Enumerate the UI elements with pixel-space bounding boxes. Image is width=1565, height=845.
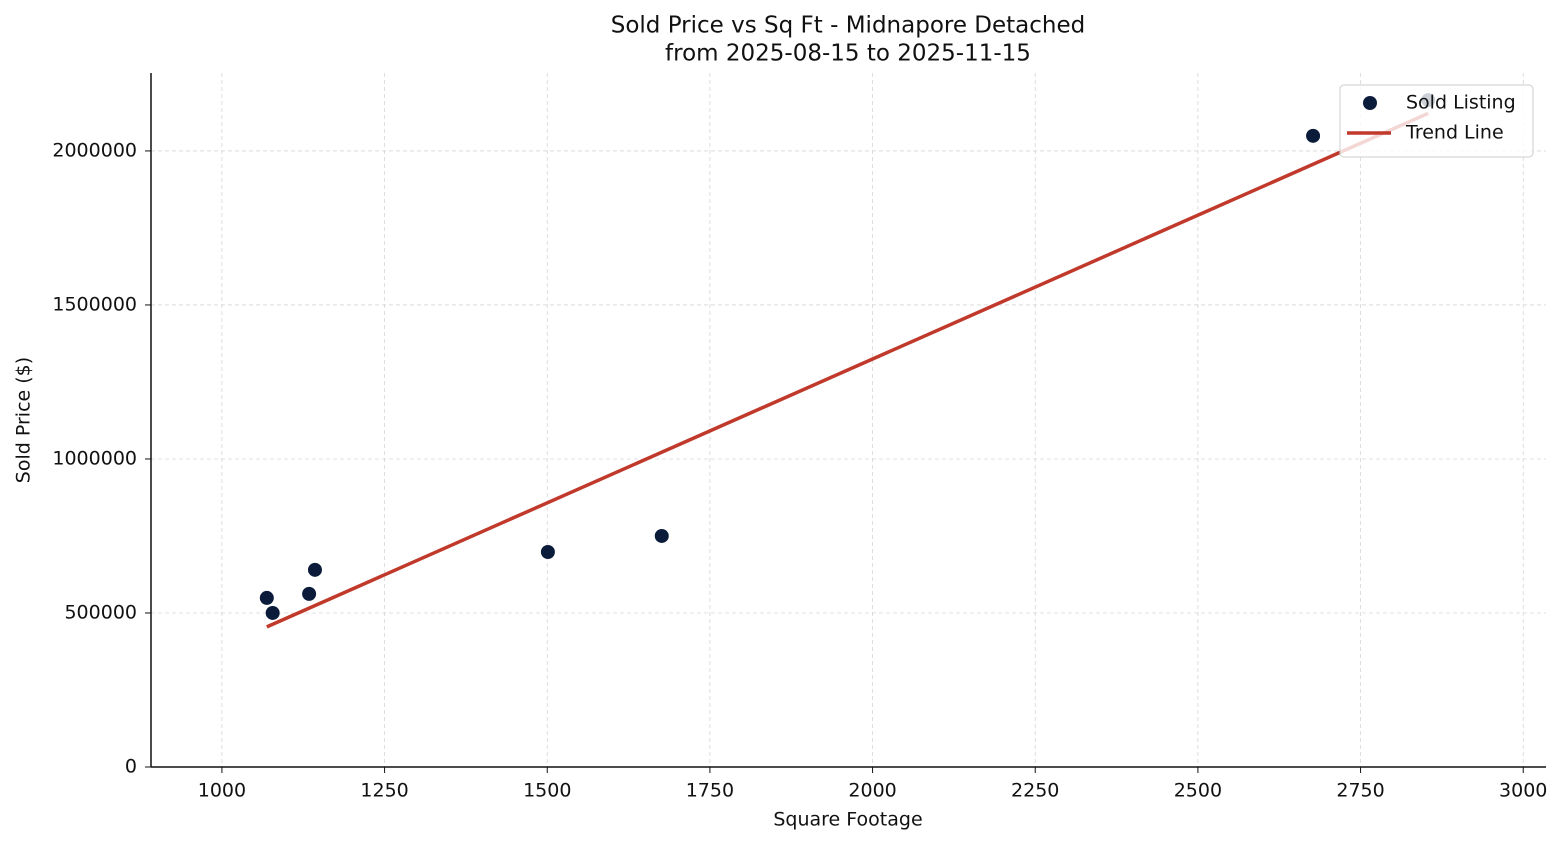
y-tick-label: 2000000 xyxy=(52,139,137,161)
chart-subtitle: from 2025-08-15 to 2025-11-15 xyxy=(665,41,1031,67)
point xyxy=(540,544,555,559)
chart-title: Sold Price vs Sq Ft - Midnapore Detached xyxy=(611,13,1086,39)
legend-label: Trend Line xyxy=(1405,122,1504,144)
y-tick-label: 1000000 xyxy=(52,447,137,469)
y-tick-label: 0 xyxy=(125,756,137,778)
x-tick-label: 1250 xyxy=(360,780,408,802)
x-axis-label: Square Footage xyxy=(773,809,922,831)
point xyxy=(1306,128,1321,143)
x-tick-label: 1750 xyxy=(686,780,734,802)
x-tick-label: 3000 xyxy=(1499,780,1547,802)
legend-box xyxy=(1339,84,1534,158)
x-tick-label: 1000 xyxy=(198,780,246,802)
point xyxy=(302,586,317,601)
y-axis-label: Sold Price ($) xyxy=(13,357,35,483)
legend-marker xyxy=(1363,96,1377,110)
trend-line xyxy=(266,111,1429,629)
y-tick-label: 500000 xyxy=(64,601,137,623)
x-tick-label: 2000 xyxy=(848,780,896,802)
x-tick-label: 1500 xyxy=(523,780,571,802)
legend-label: Sold Listing xyxy=(1406,92,1516,114)
point xyxy=(654,528,669,543)
y-tick-label: 1500000 xyxy=(52,293,137,315)
point xyxy=(307,562,322,577)
x-tick-label: 2750 xyxy=(1336,780,1384,802)
x-tick-label: 2250 xyxy=(1011,780,1059,802)
point xyxy=(265,605,280,620)
point xyxy=(259,590,274,605)
x-tick-label: 2500 xyxy=(1174,780,1222,802)
